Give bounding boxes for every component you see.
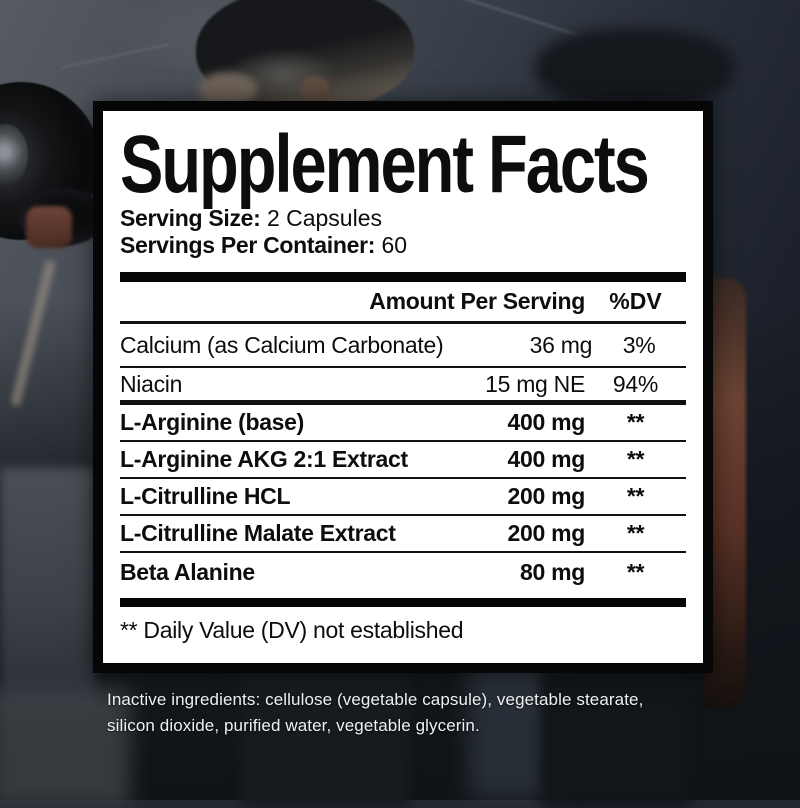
inactive-ingredients-line2: silicon dioxide, purified water, vegetab… — [107, 716, 480, 735]
servings-per-container-label: Servings Per Container: — [120, 232, 376, 258]
serving-size-row: Serving Size: 2 Capsules — [120, 205, 686, 232]
table-header-row: Amount Per Serving %DV — [120, 282, 686, 324]
ingredient-name: L-Citrulline HCL — [120, 483, 291, 509]
ingredient-name: Calcium (as Calcium Carbonate) — [120, 331, 444, 358]
ingredient-amount: 400 mg — [507, 409, 586, 435]
table-row-l-citrulline-hcl: L-Citrulline HCL 200 mg ** — [120, 479, 686, 516]
ingredient-amount: 200 mg — [507, 520, 586, 546]
servings-per-container-row: Servings Per Container: 60 — [120, 232, 686, 259]
ingredient-name: Niacin — [120, 370, 183, 397]
serving-info: Serving Size: 2 Capsules Servings Per Co… — [120, 205, 686, 259]
ingredient-amount: 36 mg — [529, 331, 593, 358]
percent-dv-header: %DV — [609, 288, 662, 314]
daily-value-footnote: ** Daily Value (DV) not established — [120, 617, 464, 643]
serving-size-label: Serving Size: — [120, 205, 261, 231]
table-row-l-arginine-akg: L-Arginine AKG 2:1 Extract 400 mg ** — [120, 442, 686, 479]
table-row-calcium: Calcium (as Calcium Carbonate) 36 mg 3% — [120, 324, 686, 368]
supplement-facts-title: Supplement Facts — [120, 117, 650, 210]
ingredient-dv: 94% — [612, 370, 659, 397]
serving-size-value: 2 Capsules — [266, 205, 383, 231]
inactive-ingredients: Inactive ingredients: cellulose (vegetab… — [107, 687, 727, 739]
ingredient-amount: 200 mg — [507, 483, 586, 509]
ingredient-amount: 400 mg — [507, 446, 586, 472]
ingredient-dv: ** — [626, 520, 645, 546]
ingredient-name: Beta Alanine — [120, 558, 255, 585]
ingredient-dv: 3% — [622, 331, 656, 358]
ingredient-name: L-Arginine (base) — [120, 409, 305, 435]
ingredient-name: L-Citrulline Malate Extract — [120, 520, 396, 546]
table-row-l-citrulline-malate: L-Citrulline Malate Extract 200 mg ** — [120, 516, 686, 553]
inactive-ingredients-line1: Inactive ingredients: cellulose (vegetab… — [107, 690, 644, 709]
ingredient-dv: ** — [626, 558, 645, 585]
ingredient-amount: 15 mg NE — [485, 370, 585, 397]
ingredient-dv: ** — [626, 446, 645, 472]
ingredient-dv: ** — [626, 483, 645, 509]
table-row-niacin: Niacin 15 mg NE 94% — [120, 368, 686, 405]
ingredient-amount: 80 mg — [520, 558, 585, 585]
table-row-beta-alanine: Beta Alanine 80 mg ** — [120, 553, 686, 591]
ingredient-name: L-Arginine AKG 2:1 Extract — [120, 446, 408, 472]
divider-thick-bottom — [120, 598, 686, 607]
table-row-l-arginine-base: L-Arginine (base) 400 mg ** — [120, 405, 686, 442]
divider-thick-top — [120, 272, 686, 282]
amount-per-serving-header: Amount Per Serving — [369, 288, 585, 314]
supplement-facts-panel: Supplement Facts Serving Size: 2 Capsule… — [93, 101, 713, 673]
servings-per-container-value: 60 — [381, 232, 408, 258]
ingredient-dv: ** — [626, 409, 645, 435]
